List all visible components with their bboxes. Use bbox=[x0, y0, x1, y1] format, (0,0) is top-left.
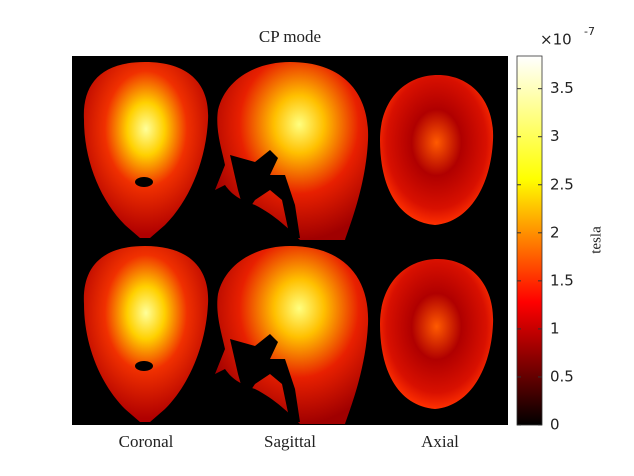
image-row bbox=[83, 62, 494, 240]
colorbar-tick-label: 0.5 bbox=[550, 367, 574, 385]
colorbar-label: tesla bbox=[588, 226, 604, 254]
colorbar-tick-label: 1 bbox=[550, 319, 560, 337]
colorbar-multiplier: ×10 bbox=[540, 31, 572, 49]
colorbar-tick-label: 2.5 bbox=[550, 175, 574, 193]
coronal-cavity bbox=[135, 361, 153, 371]
column-label: Sagittal bbox=[264, 432, 316, 451]
chart-title: CP mode bbox=[259, 27, 321, 46]
axial-slice bbox=[380, 259, 494, 409]
coronal-slice bbox=[83, 62, 209, 238]
column-label: Coronal bbox=[119, 432, 174, 451]
colorbar-tick-label: 1.5 bbox=[550, 271, 574, 289]
colorbar bbox=[516, 55, 543, 426]
colorbar-tick-label: 0 bbox=[550, 416, 560, 434]
axial-slice bbox=[380, 75, 494, 225]
sagittal-cavity bbox=[230, 334, 300, 422]
column-label: Axial bbox=[421, 432, 459, 451]
colorbar-tick-label: 3 bbox=[550, 127, 560, 145]
colorbar-tick-label: 2 bbox=[550, 223, 560, 241]
image-row bbox=[83, 246, 494, 424]
colorbar-tick-label: 3.5 bbox=[550, 79, 574, 97]
sagittal-cavity bbox=[230, 150, 300, 238]
coronal-slice bbox=[83, 246, 209, 422]
coronal-cavity bbox=[135, 177, 153, 187]
colorbar-exponent: -7 bbox=[584, 25, 595, 38]
